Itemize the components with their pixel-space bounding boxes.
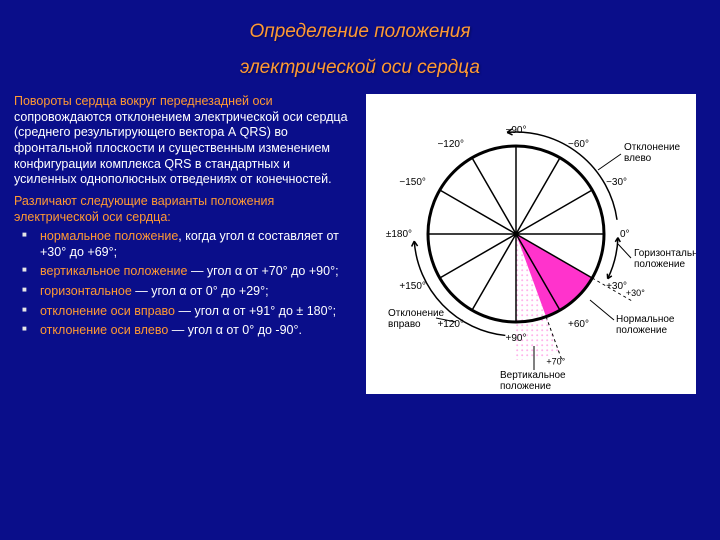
svg-text:+90°: +90°	[506, 333, 527, 344]
variants-subhead: Различают следующие варианты положения э…	[14, 194, 354, 225]
svg-text:−150°: −150°	[399, 177, 426, 188]
slide-title: Определение положения электрической оси …	[0, 0, 720, 90]
variant-rest: — угол α от +91° до ± 180°;	[175, 304, 336, 318]
variant-item: горизонтальное — угол α от 0° до +29°;	[14, 284, 354, 300]
svg-text:−120°: −120°	[437, 139, 464, 150]
svg-text:+30°: +30°	[626, 288, 645, 298]
intro-paragraph: Повороты сердца вокруг переднезадней оси…	[14, 94, 354, 188]
svg-text:положение: положение	[616, 325, 668, 336]
svg-text:Вертикальное: Вертикальное	[500, 370, 566, 381]
svg-text:положение: положение	[634, 259, 686, 270]
variant-accent: вертикальное положение	[40, 264, 187, 278]
variant-accent: нормальное положение	[40, 229, 178, 243]
variant-accent: отклонение оси влево	[40, 323, 168, 337]
intro-rest: сопровождаются отклонением электрической…	[14, 110, 348, 187]
variant-item: отклонение оси вправо — угол α от +91° д…	[14, 304, 354, 320]
variants-list: нормальное положение, когда угол α соста…	[14, 229, 354, 339]
variant-rest: — угол α от 0° до +29°;	[132, 284, 269, 298]
svg-text:Отклонение: Отклонение	[388, 308, 445, 319]
variant-accent: горизонтальное	[40, 284, 132, 298]
svg-text:+70°: +70°	[546, 356, 565, 366]
svg-text:вправо: вправо	[388, 319, 421, 330]
text-column: Повороты сердца вокруг переднезадней оси…	[14, 94, 354, 394]
variant-item: вертикальное положение — угол α от +70° …	[14, 264, 354, 280]
svg-text:Нормальное: Нормальное	[616, 314, 675, 325]
variant-accent: отклонение оси вправо	[40, 304, 175, 318]
intro-accent: Повороты сердца вокруг переднезадней оси	[14, 94, 273, 108]
svg-text:+60°: +60°	[568, 319, 589, 330]
title-line1: Определение положения	[249, 21, 470, 42]
title-line2: электрической оси сердца	[240, 57, 480, 78]
svg-text:±180°: ±180°	[386, 229, 412, 240]
variant-item: нормальное положение, когда угол α соста…	[14, 229, 354, 260]
variant-rest: — угол α от +70° до +90°;	[187, 264, 338, 278]
svg-text:Отклонение: Отклонение	[624, 142, 681, 153]
svg-text:+150°: +150°	[399, 281, 426, 292]
svg-text:+30°: +30°	[606, 281, 627, 292]
axis-diagram: 0°−30°−60°−90°−120°−150°±180°+150°+120°+…	[366, 94, 696, 394]
variant-item: отклонение оси влево — угол α от 0° до -…	[14, 323, 354, 339]
content-row: Повороты сердца вокруг переднезадней оси…	[0, 90, 720, 404]
svg-text:Горизонтальное: Горизонтальное	[634, 248, 696, 259]
svg-text:0°: 0°	[620, 229, 630, 240]
svg-text:−30°: −30°	[606, 177, 627, 188]
variant-rest: — угол α от 0° до -90°.	[168, 323, 302, 337]
svg-text:положение: положение	[500, 381, 552, 392]
chart-column: 0°−30°−60°−90°−120°−150°±180°+150°+120°+…	[366, 94, 696, 394]
svg-text:влево: влево	[624, 153, 652, 164]
